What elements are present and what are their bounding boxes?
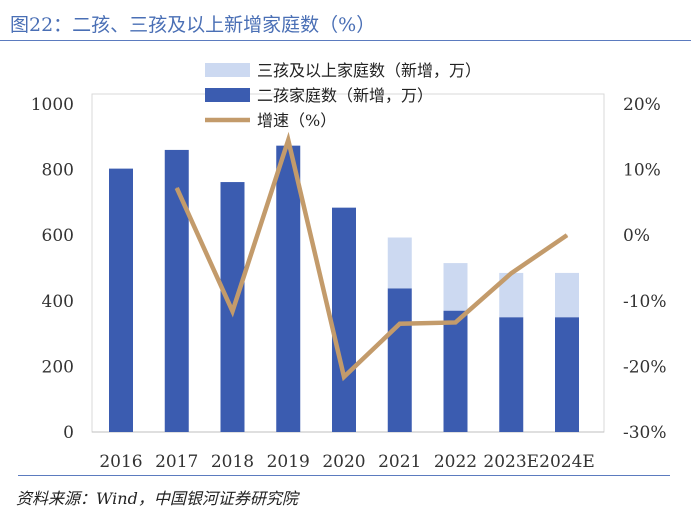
growth-point-2023E [510,272,512,274]
bar-two-child-2023E [499,317,524,432]
x-tick-label: 2020 [322,452,365,472]
x-tick-label: 2016 [99,452,142,472]
y-left-tick-label: 0 [63,423,74,443]
x-tick-label: 2018 [211,452,254,472]
growth-line [174,131,569,382]
legend-label: 增速（%） [257,111,336,130]
growth-point-2017 [176,187,178,189]
figure-title: 图22：二孩、三孩及以上新增家庭数（%） [10,14,376,36]
growth-line-path [174,131,569,382]
legend-label: 二孩家庭数（新增，万） [257,86,433,105]
y-left-tick-label: 400 [42,292,74,312]
y-right-tick-label: 0% [623,226,650,246]
legend-swatch [205,88,250,102]
legend: 三孩及以上家庭数（新增，万） 二孩家庭数（新增，万） 增速（%） [205,61,481,130]
y-right-tick-label: -10% [623,292,667,312]
y-left-tick-label: 800 [42,161,74,181]
y-left-tick-label: 600 [42,226,74,246]
bars [109,145,579,433]
y-axis-left: 0 200 400 600 800 1000 [31,95,74,443]
x-tick-label: 2023E [483,452,539,472]
bar-three-child-2024E [555,272,579,318]
y-left-tick-label: 200 [42,357,74,377]
bar-two-child-2022 [443,310,468,432]
x-tick-label: 2024E [539,452,595,472]
growth-point-2020 [343,376,345,378]
legend-swatch [205,63,250,77]
bar-two-child-2017 [164,149,189,433]
bar-three-child-2021 [387,237,412,289]
growth-point-2018 [232,310,233,312]
growth-point-2022 [455,321,456,323]
bar-two-child-2019 [276,145,301,432]
footer-divider [18,475,670,476]
growth-point-2024E [566,234,568,236]
x-axis: 2016 2017 2018 2019 2020 2021 2022 2023E 2024E [99,452,594,472]
legend-label: 三孩及以上家庭数（新增，万） [257,61,481,80]
y-right-tick-label: 20% [623,95,661,115]
title-divider [0,40,691,41]
y-right-tick-label: -30% [623,423,667,443]
y-right-tick-label: 10% [623,161,661,181]
growth-point-2019 [287,139,289,141]
y-left-tick-label: 1000 [31,95,74,115]
bar-three-child-2022 [443,263,468,311]
x-tick-label: 2022 [434,452,477,472]
growth-point-2021 [399,323,401,325]
x-tick-label: 2021 [378,452,421,472]
bar-two-child-2020 [332,207,356,432]
x-tick-label: 2019 [267,452,310,472]
bar-two-child-2021 [387,288,412,432]
y-right-tick-label: -20% [623,357,667,377]
bar-two-child-2016 [109,168,133,432]
source-note: 资料来源：Wind，中国银河证券研究院 [16,489,298,508]
chart: 0 200 400 600 800 1000 -30% -20% -10% 0% 10% 20% 2… [31,61,667,472]
x-tick-label: 2017 [155,452,198,472]
bar-two-child-2024E [555,317,579,432]
y-axis-right: -30% -20% -10% 0% 10% 20% [623,95,667,443]
